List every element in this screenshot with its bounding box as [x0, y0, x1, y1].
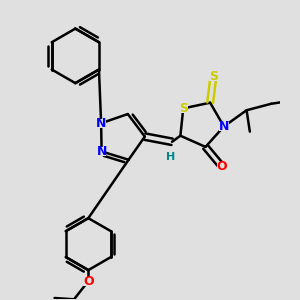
Bar — [178, 104, 188, 113]
Text: N: N — [96, 117, 106, 130]
Bar — [97, 147, 106, 156]
Bar — [217, 162, 226, 171]
Text: O: O — [83, 274, 94, 288]
Bar — [96, 119, 106, 128]
Text: S: S — [179, 102, 188, 115]
Text: H: H — [166, 152, 176, 162]
Bar — [208, 72, 218, 81]
Text: N: N — [96, 145, 107, 158]
Bar — [166, 152, 175, 161]
Bar — [83, 277, 93, 286]
Bar — [219, 122, 229, 131]
Text: N: N — [219, 120, 229, 133]
Text: O: O — [216, 160, 227, 173]
Text: S: S — [209, 70, 218, 83]
